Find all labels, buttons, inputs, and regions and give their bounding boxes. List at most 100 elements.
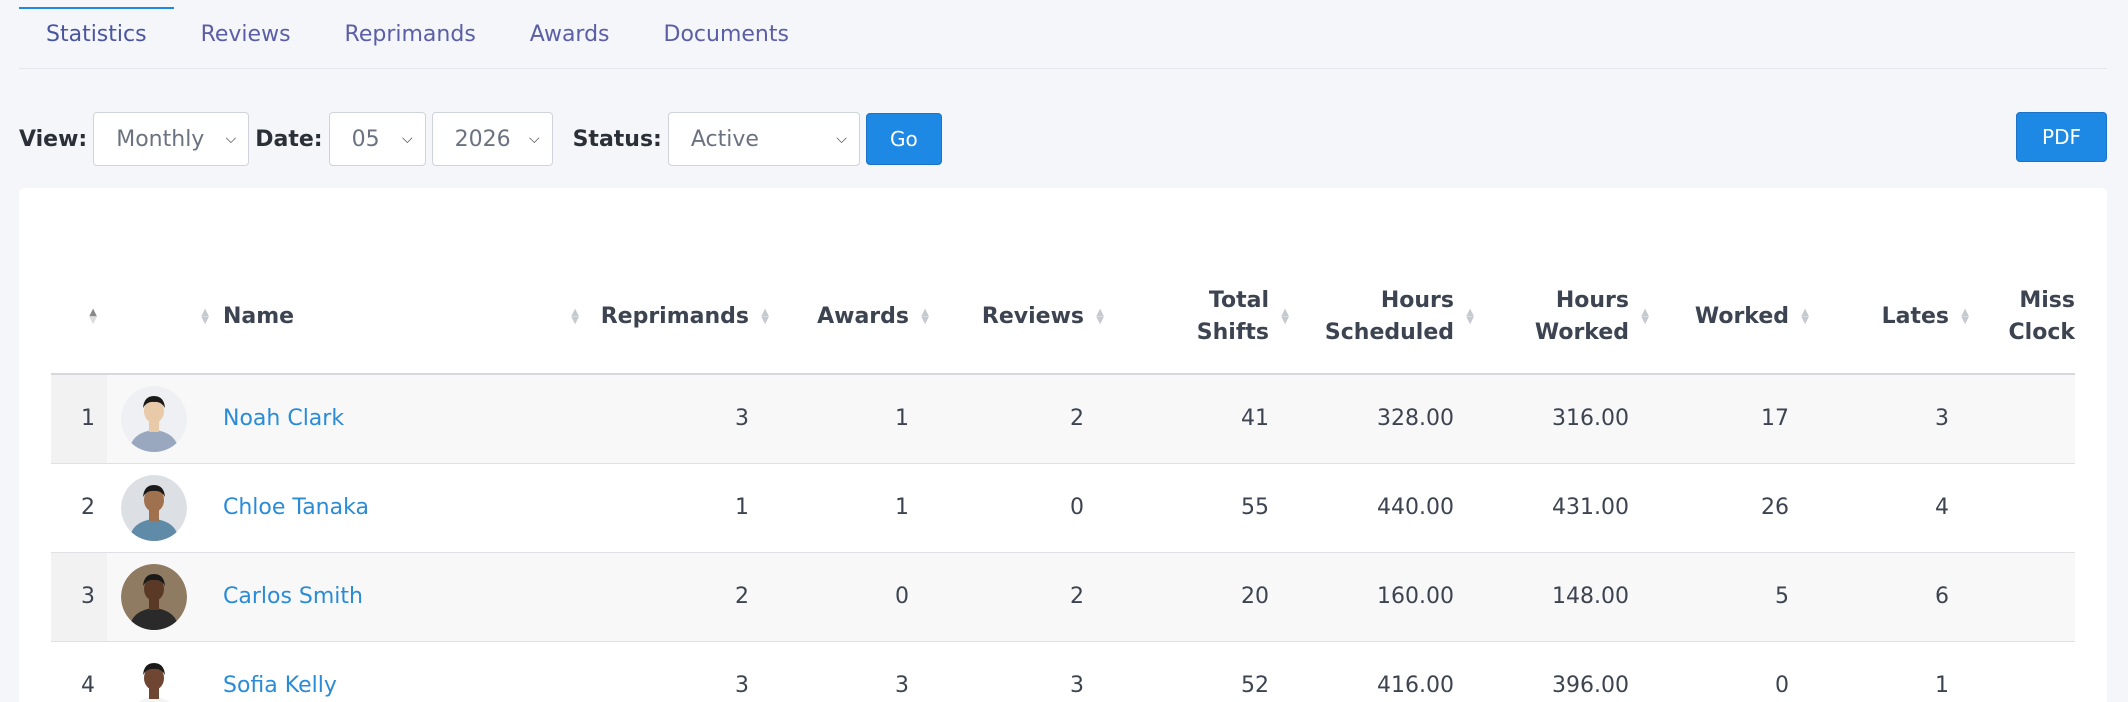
table-row: 2 Chloe Tanaka 1 1 0 55 440.00 431.00 26 4 xyxy=(51,463,2075,553)
tab-reprimands[interactable]: Reprimands xyxy=(344,21,476,47)
col-hours-scheduled-label-2: Scheduled xyxy=(1324,319,1454,345)
tab-bar: Statistics Reviews Reprimands Awards Doc… xyxy=(19,0,2107,69)
filter-bar: View: Monthly ⌵ Date: 05 ⌵ 2026 ⌵ Status… xyxy=(19,112,942,166)
awards-cell: 1 xyxy=(779,374,939,464)
col-total-shifts-label-1: Total xyxy=(1208,287,1269,313)
sort-icon: ▲ ▼ xyxy=(1641,306,1649,326)
tab-awards[interactable]: Awards xyxy=(529,21,610,47)
worked-cell: 5 xyxy=(1659,552,1819,642)
col-hours-worked[interactable]: Hours Worked ▲ ▼ xyxy=(1484,260,1659,375)
miss-clock-cell xyxy=(1979,552,2075,642)
reprimands-cell: 3 xyxy=(589,641,779,702)
tab-reviews[interactable]: Reviews xyxy=(200,21,291,47)
sort-icon: ▲ ▼ xyxy=(201,306,209,326)
miss-clock-cell xyxy=(1979,463,2075,553)
view-select[interactable]: Monthly ⌵ xyxy=(93,112,250,166)
chevron-down-icon: ⌵ xyxy=(401,131,413,147)
name-cell: Sofia Kelly xyxy=(219,641,589,702)
reprimands-cell: 3 xyxy=(589,374,779,464)
avatar xyxy=(121,474,187,541)
total-shifts-cell: 55 xyxy=(1114,463,1299,553)
sort-icon: ▲ ▼ xyxy=(89,306,97,326)
reviews-cell: 0 xyxy=(939,463,1114,553)
col-total-shifts-label-2: Shifts xyxy=(1196,319,1269,345)
col-reviews-label: Reviews xyxy=(981,303,1084,329)
month-select[interactable]: 05 ⌵ xyxy=(328,112,426,166)
hours-worked-cell: 431.00 xyxy=(1484,463,1659,553)
go-button[interactable]: Go xyxy=(865,113,942,165)
avatar xyxy=(121,385,187,452)
hours-scheduled-cell: 328.00 xyxy=(1299,374,1484,464)
table-row: 4 Sofia Kelly 3 3 3 52 416.00 396.00 0 1 xyxy=(51,641,2075,702)
year-select[interactable]: 2026 ⌵ xyxy=(431,112,553,166)
pdf-button[interactable]: PDF xyxy=(2016,112,2107,162)
statistics-card: ▲ ▼ ▲ ▼ Name ▲ ▼ Reprimands ▲ ▼ Awards ▲ ▼ Revie… xyxy=(19,188,2107,702)
col-index[interactable]: ▲ ▼ xyxy=(51,260,107,375)
statistics-table: ▲ ▼ ▲ ▼ Name ▲ ▼ Reprimands ▲ ▼ Awards ▲ ▼ Revie… xyxy=(51,260,2075,702)
lates-cell: 1 xyxy=(1819,641,1979,702)
avatar-cell xyxy=(107,641,219,702)
lates-cell: 3 xyxy=(1819,374,1979,464)
col-miss-clock[interactable]: Miss Clock xyxy=(1979,260,2075,375)
employee-name-link[interactable]: Noah Clark xyxy=(223,406,345,432)
table-header-row: ▲ ▼ ▲ ▼ Name ▲ ▼ Reprimands ▲ ▼ Awards ▲ ▼ Revie… xyxy=(51,260,2075,375)
hours-worked-cell: 316.00 xyxy=(1484,374,1659,464)
status-select[interactable]: Active ⌵ xyxy=(667,112,860,166)
sort-icon: ▲ ▼ xyxy=(1466,306,1474,326)
employee-name-link[interactable]: Carlos Smith xyxy=(223,584,363,609)
col-hours-scheduled-label-1: Hours xyxy=(1380,287,1454,313)
col-hours-scheduled[interactable]: Hours Scheduled ▲ ▼ xyxy=(1299,260,1484,375)
hours-scheduled-cell: 440.00 xyxy=(1299,463,1484,553)
awards-cell: 0 xyxy=(779,552,939,642)
month-select-value: 05 xyxy=(351,126,380,152)
col-awards[interactable]: Awards ▲ ▼ xyxy=(779,260,939,375)
row-index: 4 xyxy=(51,641,107,702)
tab-statistics[interactable]: Statistics xyxy=(19,0,174,68)
col-avatar[interactable]: ▲ ▼ xyxy=(107,260,219,375)
col-miss-clock-label-2: Clock xyxy=(2008,319,2075,345)
employee-name-link[interactable]: Sofia Kelly xyxy=(223,673,337,698)
reviews-cell: 2 xyxy=(939,374,1114,464)
row-index: 3 xyxy=(51,552,107,642)
worked-cell: 0 xyxy=(1659,641,1819,702)
avatar-cell xyxy=(107,463,219,553)
miss-clock-cell xyxy=(1979,374,2075,464)
chevron-down-icon: ⌵ xyxy=(836,131,847,147)
col-total-shifts[interactable]: Total Shifts ▲ ▼ xyxy=(1114,260,1299,375)
employee-name-link[interactable]: Chloe Tanaka xyxy=(223,495,369,520)
total-shifts-cell: 52 xyxy=(1114,641,1299,702)
col-worked-label: Worked xyxy=(1694,303,1789,329)
col-lates[interactable]: Lates ▲ ▼ xyxy=(1819,260,1979,375)
date-label: Date: xyxy=(255,126,323,152)
status-select-value: Active xyxy=(690,126,759,152)
name-cell: Carlos Smith xyxy=(219,552,589,642)
col-reviews[interactable]: Reviews ▲ ▼ xyxy=(939,260,1114,375)
avatar-cell xyxy=(107,374,219,464)
name-cell: Chloe Tanaka xyxy=(219,463,589,553)
name-cell: Noah Clark xyxy=(219,374,589,464)
col-name[interactable]: Name ▲ ▼ xyxy=(219,260,589,375)
col-lates-label: Lates xyxy=(1881,303,1949,329)
tab-documents[interactable]: Documents xyxy=(663,21,789,47)
view-select-value: Monthly xyxy=(116,126,205,152)
sort-icon: ▲ ▼ xyxy=(1961,306,1969,326)
reviews-cell: 2 xyxy=(939,552,1114,642)
chevron-down-icon: ⌵ xyxy=(225,131,237,147)
total-shifts-cell: 20 xyxy=(1114,552,1299,642)
col-reprimands[interactable]: Reprimands ▲ ▼ xyxy=(589,260,779,375)
hours-worked-cell: 148.00 xyxy=(1484,552,1659,642)
col-hours-worked-label-1: Hours xyxy=(1555,287,1629,313)
worked-cell: 17 xyxy=(1659,374,1819,464)
awards-cell: 1 xyxy=(779,463,939,553)
lates-cell: 6 xyxy=(1819,552,1979,642)
avatar xyxy=(121,563,187,630)
col-awards-label: Awards xyxy=(817,303,909,329)
sort-icon: ▲ ▼ xyxy=(761,306,769,326)
col-worked[interactable]: Worked ▲ ▼ xyxy=(1659,260,1819,375)
sort-icon: ▲ ▼ xyxy=(921,306,929,326)
status-label: Status: xyxy=(572,126,662,152)
sort-icon: ▲ ▼ xyxy=(1096,306,1104,326)
hours-scheduled-cell: 416.00 xyxy=(1299,641,1484,702)
total-shifts-cell: 41 xyxy=(1114,374,1299,464)
year-select-value: 2026 xyxy=(454,126,511,152)
